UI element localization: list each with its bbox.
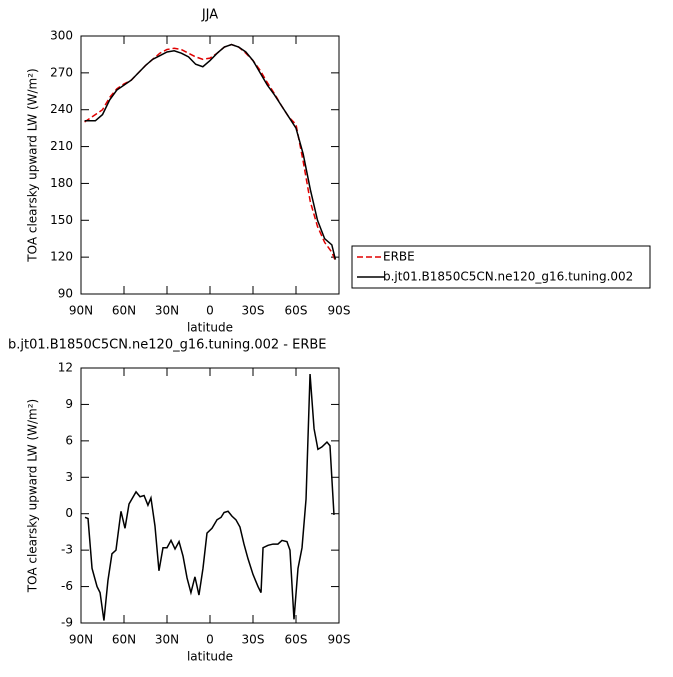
data-line xyxy=(84,43,337,260)
chart-title: JJA xyxy=(201,8,218,23)
x-axis-label: latitude xyxy=(187,650,233,664)
data-line xyxy=(84,43,337,262)
y-tick-label: 0 xyxy=(65,506,73,520)
x-tick-label: 30S xyxy=(242,633,265,647)
plot-frame xyxy=(80,35,340,295)
x-tick-label: 60N xyxy=(112,633,136,647)
x-tick-label: 60N xyxy=(112,304,136,318)
y-tick-label: 270 xyxy=(50,65,73,79)
x-tick-label: 0 xyxy=(206,633,214,647)
legend-box xyxy=(351,245,651,289)
x-tick-label: 30N xyxy=(155,633,179,647)
y-tick-label: -9 xyxy=(61,616,73,630)
y-tick-label: 240 xyxy=(50,102,73,116)
x-tick-label: 30N xyxy=(155,304,179,318)
y-tick-label: 9 xyxy=(65,397,73,411)
legend-label: b.jt01.B1850C5CN.ne120_g16.tuning.002 xyxy=(383,270,633,284)
y-tick-label: 210 xyxy=(50,139,73,153)
y-tick-label: -6 xyxy=(61,579,73,593)
y-axis-label: TOA clearsky upward LW (W/m²) xyxy=(26,399,40,593)
x-tick-label: 90N xyxy=(69,633,93,647)
x-tick-label: 90S xyxy=(328,304,351,318)
x-tick-label: 90S xyxy=(328,633,351,647)
chart-title: b.jt01.B1850C5CN.ne120_g16.tuning.002 - … xyxy=(8,338,327,353)
x-axis-label: latitude xyxy=(187,321,233,335)
x-tick-label: 60S xyxy=(285,633,308,647)
y-tick-label: 3 xyxy=(65,470,73,484)
legend-label: ERBE xyxy=(383,250,415,264)
y-tick-label: 6 xyxy=(65,433,73,447)
x-tick-label: 60S xyxy=(285,304,308,318)
data-line xyxy=(84,374,335,621)
y-tick-label: 300 xyxy=(50,29,73,43)
y-tick-label: 120 xyxy=(50,250,73,264)
y-tick-label: 150 xyxy=(50,213,73,227)
x-tick-label: 90N xyxy=(69,304,93,318)
y-axis-label: TOA clearsky upward LW (W/m²) xyxy=(26,68,40,262)
y-tick-label: 90 xyxy=(58,287,73,301)
x-tick-label: 0 xyxy=(206,304,214,318)
plot-frame xyxy=(80,367,340,624)
y-tick-label: 12 xyxy=(58,361,73,375)
x-tick-label: 30S xyxy=(242,304,265,318)
y-tick-label: -3 xyxy=(61,543,73,557)
y-tick-label: 180 xyxy=(50,176,73,190)
